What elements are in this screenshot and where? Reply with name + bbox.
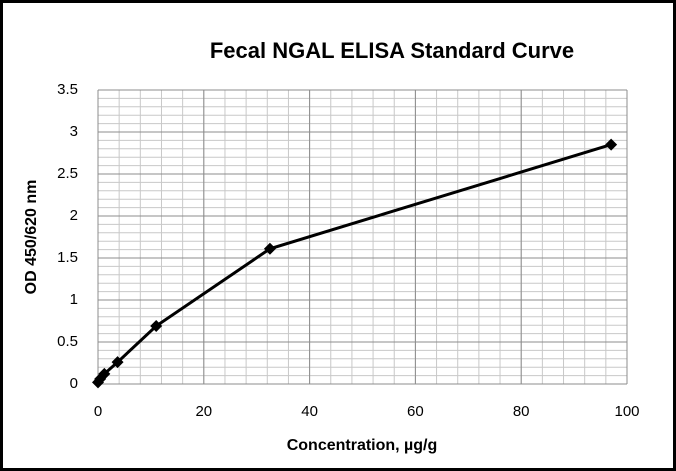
marker (98, 367, 111, 380)
chart-title: Fecal NGAL ELISA Standard Curve (210, 38, 574, 63)
y-tick-label: 3.5 (57, 81, 78, 98)
marker (263, 242, 276, 255)
y-axis-label: OD 450/620 nm (23, 180, 40, 295)
y-tick-label: 1 (70, 291, 78, 308)
x-tick-label: 60 (407, 403, 424, 420)
x-tick-label: 20 (195, 403, 212, 420)
y-tick-label: 3 (70, 123, 78, 140)
marker (111, 356, 124, 369)
marker (150, 320, 163, 333)
y-tick-label: 2.5 (57, 165, 78, 182)
x-tick-label: 40 (301, 403, 318, 420)
x-axis-label: Concentration, µg/g (287, 437, 438, 454)
x-tick-label: 100 (614, 403, 639, 420)
x-tick-label: 80 (513, 403, 530, 420)
y-tick-label: 2 (70, 207, 78, 224)
marker (605, 138, 618, 151)
y-tick-label: 1.5 (57, 249, 78, 266)
y-tick-label: 0 (70, 375, 78, 392)
y-tick-label: 0.5 (57, 333, 78, 350)
x-tick-label: 0 (94, 403, 102, 420)
